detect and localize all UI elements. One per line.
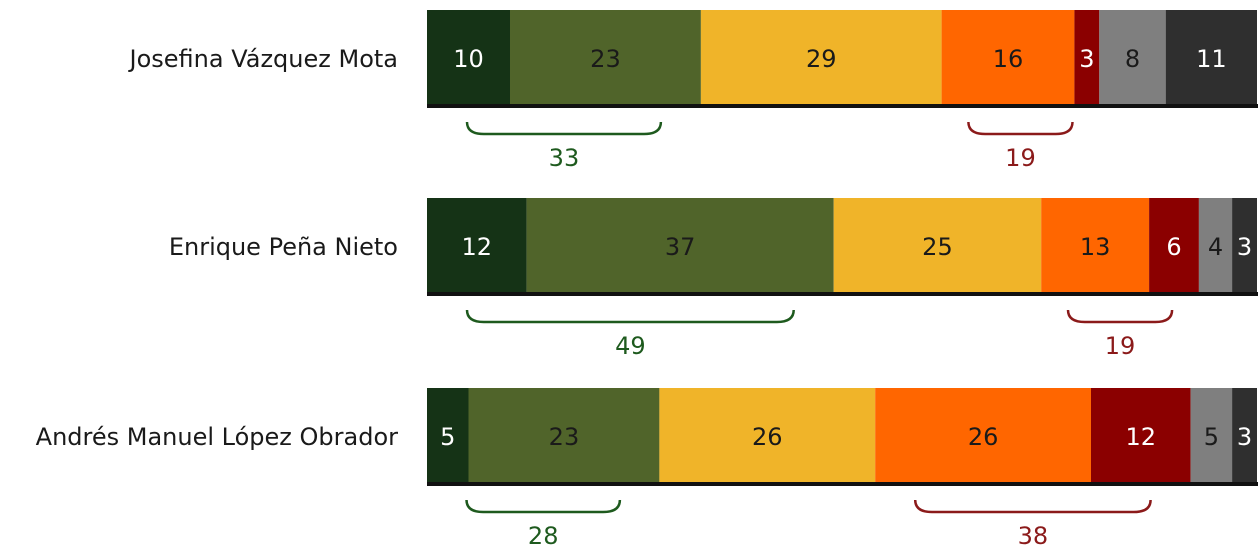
data-label: 25 <box>922 233 953 261</box>
group-bracket <box>465 309 795 324</box>
data-label: 37 <box>665 233 696 261</box>
data-label: 16 <box>993 45 1024 73</box>
bracket-total-label: 19 <box>1105 332 1136 360</box>
data-label: 3 <box>1079 45 1094 73</box>
group-bracket <box>1066 309 1174 324</box>
bar-segment <box>1198 198 1233 294</box>
bar-segment <box>1190 388 1233 484</box>
bar-segment <box>1074 10 1100 106</box>
data-label: 23 <box>590 45 621 73</box>
bracket-total-label: 19 <box>1005 144 1036 172</box>
data-label: 23 <box>549 423 580 451</box>
data-label: 11 <box>1196 45 1227 73</box>
bar-segment <box>427 10 510 106</box>
bar-baseline <box>427 292 1258 296</box>
data-label: 6 <box>1166 233 1181 261</box>
data-label: 8 <box>1125 45 1140 73</box>
bar-segment <box>1099 10 1166 106</box>
bar-segment <box>700 10 942 106</box>
data-label: 26 <box>752 423 783 451</box>
data-label: 12 <box>1126 423 1157 451</box>
category-label: Andrés Manuel López Obrador <box>36 423 398 451</box>
bracket-total-label: 28 <box>528 522 559 548</box>
bracket-total-label: 49 <box>615 332 646 360</box>
bar-segment <box>833 198 1042 294</box>
bar-segment <box>659 388 876 484</box>
data-label: 10 <box>453 45 484 73</box>
data-label: 5 <box>440 423 455 451</box>
data-label: 4 <box>1208 233 1223 261</box>
group-bracket <box>913 499 1152 514</box>
bar-segment <box>526 198 834 294</box>
data-label: 5 <box>1204 423 1219 451</box>
category-label: Josefina Vázquez Mota <box>128 45 399 73</box>
data-label: 3 <box>1237 423 1252 451</box>
bracket-total-label: 38 <box>1018 522 1049 548</box>
bar-baseline <box>427 104 1258 108</box>
bar-segment <box>510 10 701 106</box>
data-label: 26 <box>968 423 999 451</box>
bar-segment <box>1232 198 1257 294</box>
data-label: 29 <box>806 45 837 73</box>
bar-segment <box>875 388 1091 484</box>
bar-baseline <box>427 482 1258 486</box>
bar-segment <box>1091 388 1191 484</box>
bar-segment <box>1232 388 1257 484</box>
bar-segment <box>1041 198 1150 294</box>
data-label: 3 <box>1237 233 1252 261</box>
bracket-total-label: 33 <box>549 144 580 172</box>
group-bracket <box>465 499 622 514</box>
bar-segment <box>427 198 527 294</box>
data-label: 13 <box>1080 233 1111 261</box>
group-bracket <box>967 121 1074 136</box>
bar-segment <box>468 388 660 484</box>
category-label: Enrique Peña Nieto <box>169 233 398 261</box>
data-label: 12 <box>462 233 493 261</box>
bar-segment <box>941 10 1075 106</box>
group-bracket <box>465 121 663 136</box>
bar-segment <box>1149 198 1199 294</box>
bar-segment <box>1165 10 1257 106</box>
bar-segment <box>427 388 469 484</box>
